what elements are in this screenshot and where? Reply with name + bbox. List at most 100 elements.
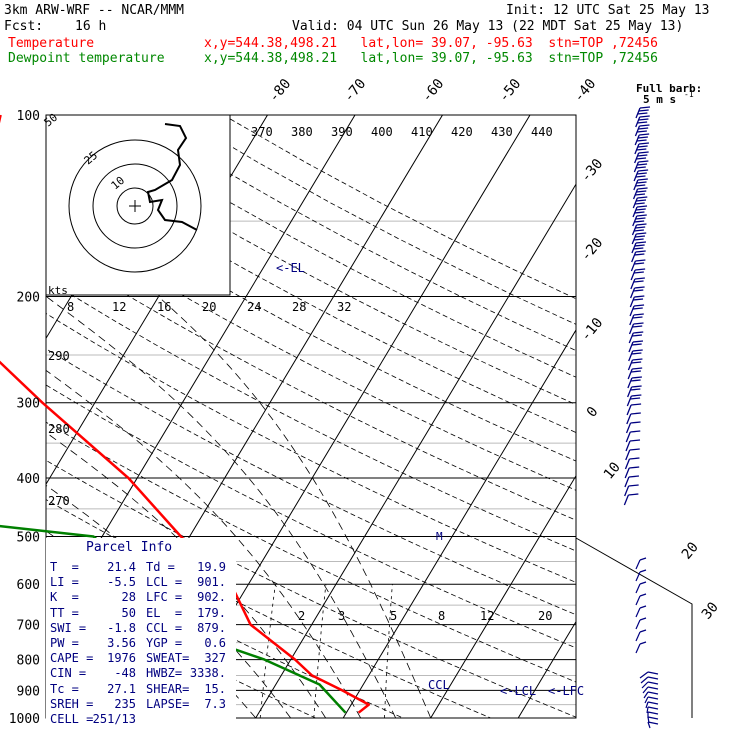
wind-barb [633,179,639,191]
wind-barb [635,631,641,642]
parcel-info-value: 901. [197,575,226,590]
wind-barb-flag [639,557,647,561]
parcel-info-label: SREH = [50,696,94,711]
wind-barb [641,681,649,689]
parcel-info-label: LI = [50,575,79,590]
wind-barb-flag [632,340,644,343]
wind-barb [627,359,634,371]
parcel-info-label: T = [50,560,79,574]
theta-label: 440 [531,125,553,139]
wind-barb [634,143,640,155]
wind-barb-flag [636,148,647,151]
barb-legend-exponent: -1 [684,90,694,99]
wind-barb-flag [639,124,650,127]
wind-barb-flag [639,569,647,573]
wind-barb [629,296,635,308]
parcel-info-label: SWI = [50,620,87,635]
parcel-info-value: 19.9 [197,560,226,574]
wind-barb-flag [639,641,647,645]
wind-barb-flag [630,421,641,424]
wind-barb-flag [631,352,642,355]
wind-barb-flag [634,202,645,205]
wind-barb-flag [637,196,648,199]
wind-barb-flag [632,358,643,361]
ccl-marker: CCL [428,678,450,692]
parcel-info-panel: Parcel Info T = 21.4 Td = 19.9 LI = -5.5 LCL =… [46,538,236,728]
wind-barb-flag [638,151,649,154]
wind-barb-flag [634,295,645,298]
parcel-info-label: TT = [50,605,79,620]
wind-barb-flag [631,403,642,406]
wind-barb-flag [634,211,645,214]
wind-barb [628,323,635,335]
isotherm-label: -70 [341,76,370,106]
wind-barb [645,701,649,709]
wind-barb [635,107,641,119]
theta-side-label: 290 [48,349,70,363]
wind-barb-flag [635,226,646,229]
parcel-info-label: PW = [50,636,79,650]
dewpoint-station-info: x,y=544.38,498.21 lat,lon= 39.07, -95.63… [204,51,658,66]
parcel-info-value: 902. [197,590,226,605]
isotherm-label: -10 [578,315,607,345]
wind-barb-flag [638,109,649,112]
theta-side-label: 280 [48,422,70,436]
wind-barb-flag [635,199,647,202]
parcel-info-value: 21.4 [107,560,136,574]
parcel-info-title: Parcel Info [86,540,173,555]
speed-label: 32 [337,300,351,314]
wind-barb-flag [633,247,644,250]
wind-barb-flag [639,617,647,621]
wind-barb-flag [632,316,643,319]
wind-barb [635,643,641,654]
wind-barb [630,278,636,290]
wind-barb-flag [631,361,642,364]
wind-barb [630,260,637,272]
wind-barb [635,607,641,618]
speed-label: 24 [247,300,261,314]
wind-barb-flag [635,268,646,271]
wind-barb-flag [647,676,659,680]
wind-barb [635,619,641,630]
pressure-label: 700 [17,619,40,634]
wind-barb [624,467,630,479]
temperature-curve [0,114,371,714]
wind-barb [643,691,649,699]
parcel-info-label: YGP = [146,636,183,650]
wind-barb [628,341,634,353]
wind-barb-flag [647,681,659,685]
plot-frame [45,114,577,719]
hodograph-trace [146,123,198,231]
hodograph-kts-label: kts [48,284,68,297]
wind-barb-flag [634,193,646,196]
wind-barb [627,368,633,380]
wind-barb-flag [639,593,647,597]
wind-barb-flag [639,629,647,633]
parcel-info-value: 28 [121,590,136,605]
parcel-info-value: 327 [204,651,226,666]
wind-barb [625,449,631,461]
parcel-info-value: 3.56 [107,636,136,650]
wind-barb-flag [633,289,644,292]
speed-label: 12 [112,300,126,314]
wind-barb-flag [634,286,645,289]
wind-barb [625,431,631,443]
forecast-hour: 16 h [75,19,107,34]
wind-barb-flag [635,157,647,160]
wind-barb-flag [647,691,659,695]
wind-barb [627,386,633,398]
wind-barb [624,485,630,497]
dry-adiabat-line [46,244,576,521]
parcel-info-label: HWBZ= [146,666,183,681]
moist-adiabat-line [46,369,362,718]
isotherm-label: -80 [266,76,295,106]
parcel-info-label: Td = [146,560,175,574]
wind-barb-flag [636,130,647,133]
theta-label: 370 [251,125,273,139]
wind-barb-flag [635,250,646,253]
isotherm-line [517,620,576,718]
isotherm-line [430,474,576,718]
theta-label: 410 [411,125,433,139]
wind-barb-flag [631,334,643,337]
init-time: Init: 12 UTC Sat 25 May 13 [506,3,710,18]
